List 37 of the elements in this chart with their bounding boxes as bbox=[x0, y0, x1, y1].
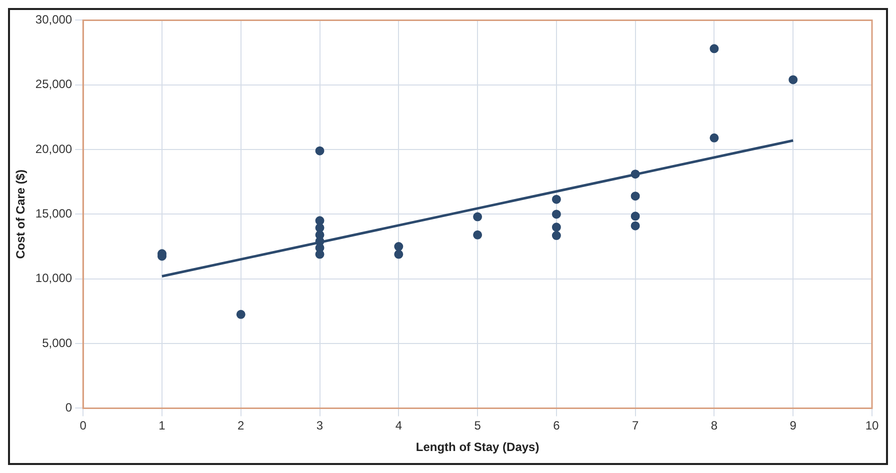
point bbox=[710, 133, 719, 142]
point bbox=[630, 170, 640, 179]
point bbox=[552, 210, 561, 219]
x-tick-label: 3 bbox=[316, 418, 324, 433]
x-tick-label: 1 bbox=[158, 418, 166, 433]
y-tick-label: 10,000 bbox=[35, 271, 72, 286]
point bbox=[552, 194, 561, 204]
point bbox=[315, 146, 324, 156]
y-tick-label: 0 bbox=[65, 400, 72, 415]
point bbox=[630, 192, 640, 201]
y-tick-label: 5,000 bbox=[42, 336, 72, 350]
x-tick-label: 4 bbox=[395, 418, 402, 433]
point bbox=[788, 75, 798, 84]
x-axis-title: Length of Stay (Days) bbox=[416, 440, 540, 454]
x-tick-label: 6 bbox=[553, 418, 560, 433]
x-tick-label: 8 bbox=[710, 418, 718, 433]
x-tick-label: 5 bbox=[474, 418, 482, 433]
point bbox=[630, 212, 640, 221]
point bbox=[394, 242, 404, 252]
x-tick-label: 10 bbox=[865, 418, 879, 433]
y-tick-label: 30,000 bbox=[35, 12, 72, 27]
point bbox=[552, 231, 561, 240]
y-tick-label: 20,000 bbox=[35, 142, 72, 156]
point bbox=[473, 230, 482, 240]
x-tick-label: 0 bbox=[80, 418, 87, 433]
point bbox=[394, 250, 404, 259]
point bbox=[473, 212, 482, 222]
x-tick-label: 9 bbox=[790, 418, 797, 433]
y-tick-label: 15,000 bbox=[35, 206, 72, 221]
x-tick-label: 2 bbox=[238, 418, 245, 433]
y-axis-title: Cost of Care ($) bbox=[14, 170, 28, 259]
point bbox=[630, 221, 640, 230]
point bbox=[552, 222, 561, 232]
point bbox=[236, 310, 246, 319]
y-tick-label: 25,000 bbox=[35, 77, 72, 92]
x-tick-label: 7 bbox=[632, 418, 639, 433]
point bbox=[710, 44, 719, 54]
